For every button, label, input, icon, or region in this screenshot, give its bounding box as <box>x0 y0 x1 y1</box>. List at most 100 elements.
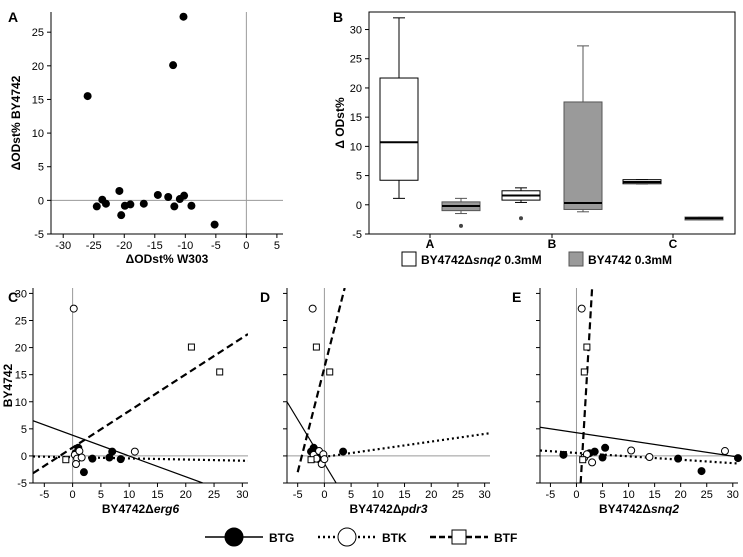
panel-d-trendline-btk <box>308 432 490 461</box>
legend-label-btf: BTF <box>494 531 517 545</box>
panel-a-point <box>164 193 173 201</box>
panel-a-x-title: ΔODst% W303 <box>126 252 209 266</box>
panel-d-letter: D <box>260 289 270 305</box>
legend-marker-btf <box>451 529 467 545</box>
panel-a-x-tick-label: 0 <box>243 240 249 252</box>
panel-e-point-btg <box>697 467 706 476</box>
panel-e-x-title-italic: snq2 <box>651 502 679 516</box>
panel-d-x-tick-label: 30 <box>479 489 491 501</box>
panel-a-x-tick-label: -30 <box>55 240 71 252</box>
panel-c-x-tick-label: 0 <box>70 489 76 501</box>
panel-c-trendline-btg <box>33 420 203 483</box>
panel-e-point-btk <box>577 304 586 313</box>
panel-e-point-btk <box>720 447 729 456</box>
panel-b-legend-swatch <box>568 251 584 267</box>
panel-b-legend-label-prefix: BY4742Δ <box>421 253 473 267</box>
panel-e-x-tick-label: 0 <box>573 489 579 501</box>
panel-a-point <box>180 191 189 200</box>
panel-a-y-tick-label: 0 <box>38 195 44 207</box>
panel-b-legend-label: BY4742Δsnq2 0.3mM <box>421 253 542 267</box>
panel-c-point-btg <box>79 468 88 477</box>
panel-d: D -5 0 5 10 15 20 25 30 BY4742Δpdr3 <box>260 288 491 516</box>
panel-c-point-btg <box>88 454 97 463</box>
panel-a-x-tick-label: -10 <box>177 240 193 252</box>
panel-e-x-tick-label: 20 <box>675 489 687 501</box>
panel-e-point-btg <box>601 443 610 452</box>
panel-b: B -5 0 5 10 15 20 25 30 A B C Δ ODst% BY4742Δsnq2 0.3… <box>333 9 736 267</box>
panel-d-point-btk <box>320 455 329 464</box>
panel-e-point-btg <box>674 454 683 463</box>
panel-c: C -5 0 5 10 15 20 25 30 -5 0 5 10 15 20 25 30 BY4742Δerg6… <box>1 288 248 516</box>
panel-b-letter: B <box>333 9 343 25</box>
panel-a-y-tick-label: 25 <box>32 27 44 39</box>
panel-a-point <box>101 199 110 208</box>
panel-b-y-tick-label: 30 <box>350 25 362 37</box>
panel-e-point-btg <box>734 454 742 463</box>
panel-b-y-tick-label: 25 <box>350 54 362 66</box>
panel-c-y-tick-label: 30 <box>15 288 27 300</box>
panel-d-x-tick-label: 5 <box>348 489 354 501</box>
panel-c-point-btf <box>216 368 224 376</box>
panel-a-x-tick-label: 5 <box>274 240 280 252</box>
panel-d-x-title-italic: pdr3 <box>400 502 427 516</box>
panel-b-category-label: C <box>669 237 678 251</box>
panel-e-x-tick-label: 30 <box>727 489 739 501</box>
panel-b-category-label: B <box>548 237 557 251</box>
panel-d-x-tick-label: 25 <box>452 489 464 501</box>
panel-a-point <box>153 190 162 199</box>
panel-a-y-tick-label: 20 <box>32 61 44 73</box>
panel-c-point-btg <box>105 453 114 462</box>
panel-c-point-btg <box>116 455 125 464</box>
panel-c-x-title: BY4742Δerg6 <box>102 502 180 516</box>
panel-b-y-tick-label: 0 <box>356 200 362 212</box>
panel-e-x-tick-label: 10 <box>622 489 634 501</box>
panel-d-point-btk <box>308 304 317 313</box>
panel-a-y-tick-label: -5 <box>34 229 44 241</box>
panel-c-point-btf <box>187 343 195 351</box>
panel-e-trendline-btg <box>540 426 738 458</box>
panel-c-y-tick-label: 10 <box>15 397 27 409</box>
panel-a-y-tick-label: 10 <box>32 128 44 140</box>
panel-d-point-btf <box>312 343 320 351</box>
panel-c-y-tick-label: 0 <box>21 451 27 463</box>
panel-c-point-btk <box>75 447 84 456</box>
legend-marker-btk <box>337 527 357 547</box>
panel-b-outlier <box>519 216 523 221</box>
panel-b-y-tick-label: 5 <box>356 171 362 183</box>
panel-d-trendline-btg <box>287 401 337 483</box>
panel-e-point-btf <box>583 343 591 351</box>
panel-d-trendlines <box>287 288 490 483</box>
panel-d-x-title-prefix: BY4742Δ <box>349 502 401 516</box>
panel-e-x-tick-label: -5 <box>546 489 556 501</box>
panel-e-trendline-btk <box>540 449 738 465</box>
panel-d-x-tick-label: -5 <box>293 489 303 501</box>
panel-e-letter: E <box>512 289 521 305</box>
panel-c-trendline-btf <box>33 333 248 475</box>
panel-e-point-btf <box>579 456 587 464</box>
panel-b-legend-swatch <box>401 251 417 267</box>
panel-a-point <box>126 200 135 209</box>
panel-c-x-tick-label: 20 <box>180 489 192 501</box>
panel-e-trendlines <box>540 288 738 483</box>
panel-a-point <box>115 186 124 195</box>
panel-c-point-btk <box>72 460 80 469</box>
legend-label-btk: BTK <box>382 531 407 545</box>
panel-a-x-tick-label: -5 <box>211 240 221 252</box>
panel-c-point-btk <box>130 447 139 456</box>
panel-d-point-btf <box>307 456 315 464</box>
panel-b-outlier <box>459 223 463 228</box>
panel-e-point-btk <box>588 458 597 467</box>
panel-d-x-title: BY4742Δpdr3 <box>349 502 427 516</box>
panel-c-y-title: BY4742 <box>1 363 15 407</box>
panel-c-y-tick-label: -5 <box>17 478 27 490</box>
panel-c-x-title-prefix: BY4742Δ <box>102 502 154 516</box>
panel-b-legend-label-italic: snq2 <box>473 253 501 267</box>
panel-e-x-tick-label: 5 <box>599 489 605 501</box>
panel-c-x-tick-label: 5 <box>98 489 104 501</box>
panel-a-point <box>170 202 179 211</box>
panel-c-x-tick-label: 30 <box>236 489 248 501</box>
panel-b-y-tick-label: -5 <box>352 229 362 241</box>
panel-a-x-tick-label: -15 <box>147 240 163 252</box>
panel-a-point <box>169 61 178 70</box>
